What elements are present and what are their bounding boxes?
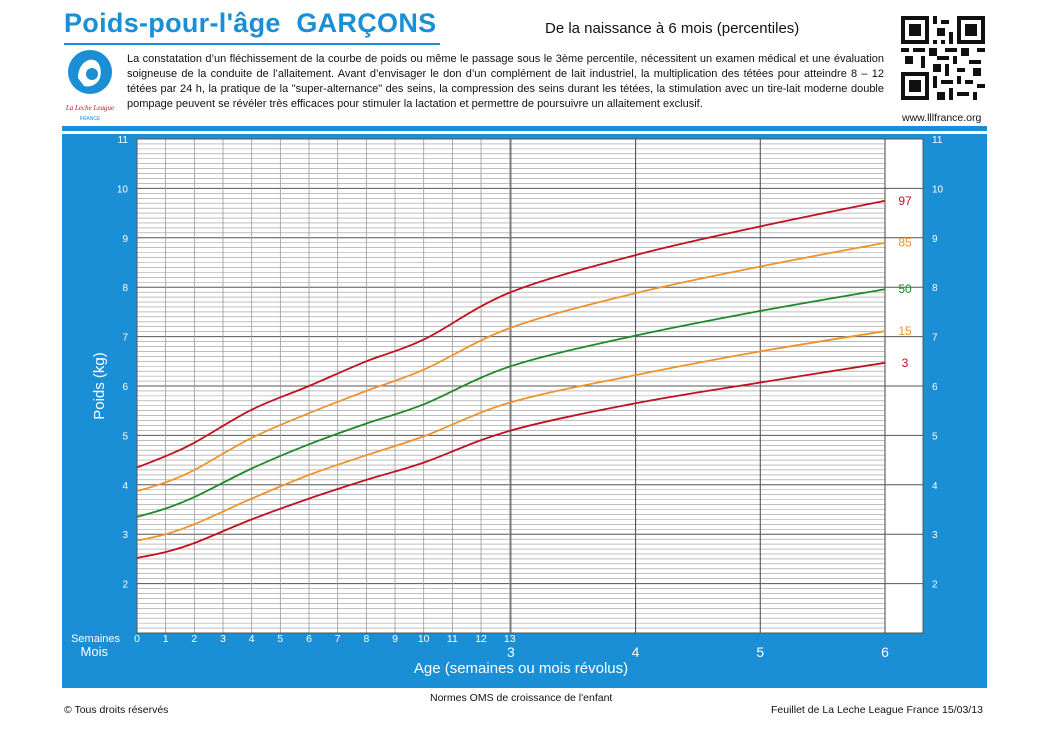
y-tick-label-right: 8 — [932, 283, 938, 294]
y-tick-label-left: 8 — [122, 283, 128, 294]
y-tick-label-left: 11 — [118, 135, 129, 146]
percentile-curves — [136, 199, 886, 559]
week-tick-label: 8 — [363, 633, 369, 645]
y-tick-label-right: 11 — [932, 135, 943, 146]
week-tick-label: 11 — [447, 633, 458, 645]
y-tick-label-left: 7 — [122, 333, 128, 344]
week-tick-label: 4 — [249, 633, 255, 645]
percentile-85-line — [136, 241, 886, 493]
website-url[interactable]: www.lllfrance.org — [902, 112, 982, 124]
y-tick-label-right: 5 — [932, 431, 938, 442]
y-tick-label-right: 3 — [932, 530, 938, 541]
footer-copyright: © Tous droits réservés — [64, 704, 169, 716]
week-tick-label: 1 — [163, 633, 169, 645]
month-tick-label: 6 — [881, 644, 889, 660]
chart-subtitle: De la naissance à 6 mois (percentiles) — [545, 20, 800, 37]
y-axis-label: Poids (kg) — [91, 352, 108, 420]
plot-border — [136, 138, 924, 634]
y-tick-label-left: 10 — [117, 184, 129, 195]
footer-source: Feuillet de La Leche League France 15/03… — [771, 704, 983, 716]
logo-text: La Leche League — [65, 104, 114, 112]
week-tick-label: 0 — [134, 633, 140, 645]
percentile-3-line — [136, 361, 886, 559]
y-tick-label-left: 5 — [122, 431, 128, 442]
title-underline — [64, 43, 440, 45]
week-tick-label: 12 — [475, 633, 487, 645]
y-tick-label-right: 7 — [932, 333, 938, 344]
percentile-85-label: 85 — [898, 236, 912, 250]
percentile-97-label: 97 — [898, 194, 912, 208]
week-tick-label: 7 — [335, 633, 341, 645]
month-axis-title: Mois — [81, 644, 109, 659]
y-tick-label-right: 6 — [932, 382, 938, 393]
top-divider — [62, 126, 987, 131]
y-tick-label-left: 6 — [122, 382, 128, 393]
page-title: Poids-pour-l'âge GARÇONS — [64, 8, 437, 38]
logo-baby-head — [86, 68, 98, 80]
month-tick-label: 4 — [632, 644, 640, 660]
week-tick-label: 2 — [191, 633, 197, 645]
week-tick-label: 10 — [418, 633, 430, 645]
intro-paragraph: La constatation d’un fléchissement de la… — [127, 53, 884, 110]
chart-grid — [136, 138, 924, 634]
y-tick-label-left: 4 — [122, 481, 128, 492]
week-axis-title: Semaines — [71, 633, 120, 645]
week-tick-label: 5 — [277, 633, 283, 645]
y-tick-label-left: 9 — [122, 234, 128, 245]
week-tick-label: 13 — [504, 633, 516, 645]
percentile-3-label: 3 — [902, 356, 909, 370]
y-tick-label-right: 4 — [932, 481, 938, 492]
month-tick-label: 5 — [756, 644, 764, 660]
month-tick-label: 3 — [507, 644, 515, 660]
percentile-97-line — [136, 199, 886, 469]
logo-subtext: FRANCE — [80, 116, 101, 122]
percentile-15-line — [136, 330, 886, 542]
percentile-labels: 97 85 50 15 3 — [898, 194, 912, 370]
y-tick-label-left: 2 — [122, 580, 128, 591]
y-tick-label-right: 9 — [932, 234, 938, 245]
y-tick-label-left: 3 — [122, 530, 128, 541]
y-tick-labels: 2 2 3 3 4 4 5 5 6 6 7 7 8 8 9 9 10 10 11 11 — [117, 135, 944, 591]
y-tick-label-right: 2 — [932, 580, 938, 591]
x-axis-label: Age (semaines ou mois révolus) — [414, 660, 628, 677]
week-tick-label: 6 — [306, 633, 312, 645]
week-tick-label: 3 — [220, 633, 226, 645]
la-leche-league-logo: La Leche League FRANCE — [65, 50, 114, 122]
percentile-50-line — [136, 288, 886, 518]
percentile-50-label: 50 — [898, 282, 912, 296]
x-tick-labels: 0 1 2 3 4 5 6 7 8 9 10 11 12 133 4 5 6 — [134, 633, 889, 660]
qr-code — [901, 16, 985, 100]
week-tick-label: 9 — [392, 633, 398, 645]
y-tick-label-right: 10 — [932, 184, 944, 195]
footer-norms: Normes OMS de croissance de l'enfant — [430, 692, 613, 704]
percentile-15-label: 15 — [898, 324, 912, 338]
